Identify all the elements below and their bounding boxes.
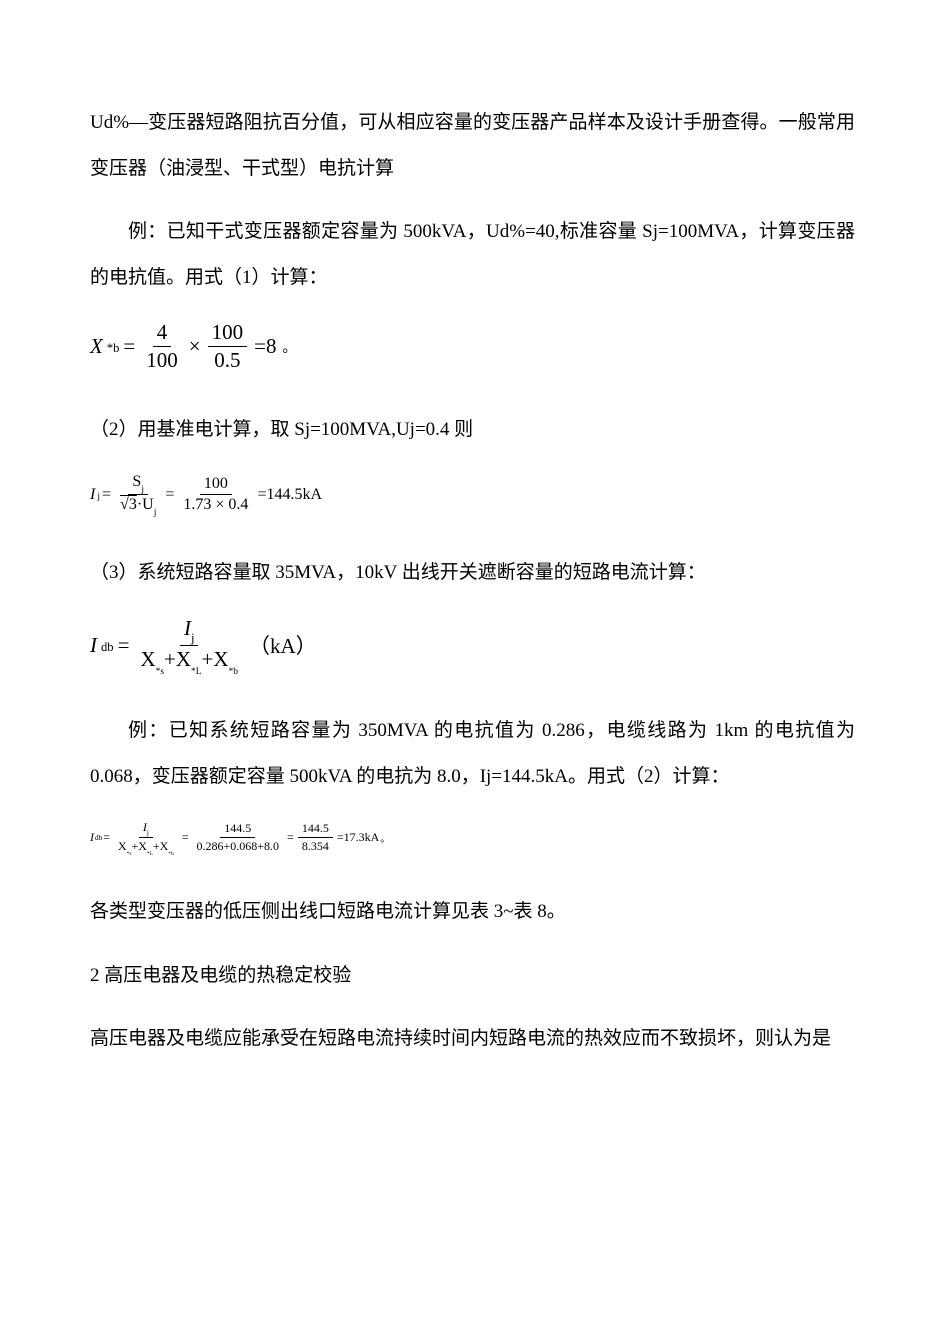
formula-num: 144.5 — [220, 821, 255, 838]
formula-eq: = — [103, 830, 110, 845]
formula-den: √3·Uj — [116, 495, 160, 516]
formula-fraction-1: 4 100 — [142, 320, 182, 373]
formula-eq: = — [102, 486, 111, 504]
formula-den: 0.286+0.068+8.0 — [192, 838, 283, 854]
section-2-title: 2 高压电器及电缆的热稳定校验 — [90, 953, 855, 999]
formula-fraction-1: Ij X*s+X*L+X*b — [114, 820, 178, 856]
formula-fraction-idb: Ij X*s+X*L+X*b — [136, 616, 242, 674]
formula-den: X*s+X*L+X*b — [136, 646, 242, 674]
formula-sub-db: db — [95, 834, 102, 842]
formula-eq: = — [123, 334, 135, 359]
paragraph-system-short: （3）系统短路容量取 35MVA，10kV 出线开关遮断容量的短路电流计算： — [90, 550, 855, 596]
formula-fraction-numeric: 100 1.73 × 0.4 — [179, 475, 252, 514]
formula-var-i: I — [90, 486, 95, 504]
formula-num: 100 — [200, 475, 232, 495]
formula-num: 100 — [208, 320, 248, 347]
formula-sub-j: j — [97, 491, 100, 502]
formula-var-i: I — [90, 830, 94, 845]
formula-den: 8.354 — [298, 838, 333, 854]
formula-ij-calculation: Ij= Sj √3·Uj = 100 1.73 × 0.4 =144.5kA — [90, 473, 855, 516]
formula-sub-db: db — [101, 640, 114, 655]
formula-result: =17.3kA — [337, 830, 379, 845]
formula-num: 4 — [153, 320, 172, 347]
formula-times: × — [189, 334, 201, 359]
formula-eq: = — [182, 830, 189, 845]
formula-var-i: I — [90, 633, 97, 658]
paragraph-example-1: 例：已知干式变压器额定容量为 500kVA，Ud%=40,标准容量 Sj=100… — [90, 209, 855, 300]
formula-idb-numeric: Idb= Ij X*s+X*L+X*b = 144.5 0.286+0.068+… — [90, 820, 855, 856]
formula-fraction-2: 100 0.5 — [208, 320, 248, 373]
formula-den: 1.73 × 0.4 — [179, 495, 252, 514]
paragraph-ud-definition: Ud%—变压器短路阻抗百分值，可从相应容量的变压器产品样本及设计手册查得。一般常… — [90, 100, 855, 191]
formula-period: 。 — [282, 337, 296, 357]
paragraph-example-2: 例：已知系统短路容量为 350MVA 的电抗值为 0.286，电缆线路为 1km… — [90, 708, 855, 799]
formula-fraction-3: 144.5 8.354 — [298, 821, 333, 854]
formula-eq: = — [165, 486, 174, 504]
formula-num: Ij — [139, 820, 153, 838]
formula-den: 0.5 — [210, 347, 244, 373]
formula-fraction-2: 144.5 0.286+0.068+8.0 — [192, 821, 283, 854]
formula-idb: Idb = Ij X*s+X*L+X*b （kA） — [90, 616, 855, 674]
formula-period: 。 — [380, 830, 390, 845]
paragraph-thermal-stability: 高压电器及电缆应能承受在短路电流持续时间内短路电流的热效应而不致损坏，则认为是 — [90, 1016, 855, 1062]
formula-result: =8 — [254, 334, 276, 359]
formula-num: Ij — [180, 616, 199, 646]
formula-den: X*s+X*L+X*b — [114, 838, 178, 855]
formula-xb-calculation: X *b= 4 100 × 100 0.5 =8 。 — [90, 320, 855, 373]
formula-num: Sj — [128, 473, 148, 495]
formula-den: 100 — [142, 347, 182, 373]
formula-sub-b: *b — [107, 341, 120, 356]
formula-var-x: X — [90, 334, 103, 359]
formula-fraction-sj: Sj √3·Uj — [116, 473, 160, 516]
formula-unit: （kA） — [249, 630, 317, 660]
paragraph-tables-ref: 各类型变压器的低压侧出线口短路电流计算见表 3~表 8。 — [90, 889, 855, 935]
formula-num: 144.5 — [298, 821, 333, 838]
formula-eq: = — [287, 830, 294, 845]
formula-eq: = — [118, 633, 130, 658]
formula-result: =144.5kA — [257, 486, 322, 504]
paragraph-base-calc: （2）用基准电计算，取 Sj=100MVA,Uj=0.4 则 — [90, 407, 855, 453]
